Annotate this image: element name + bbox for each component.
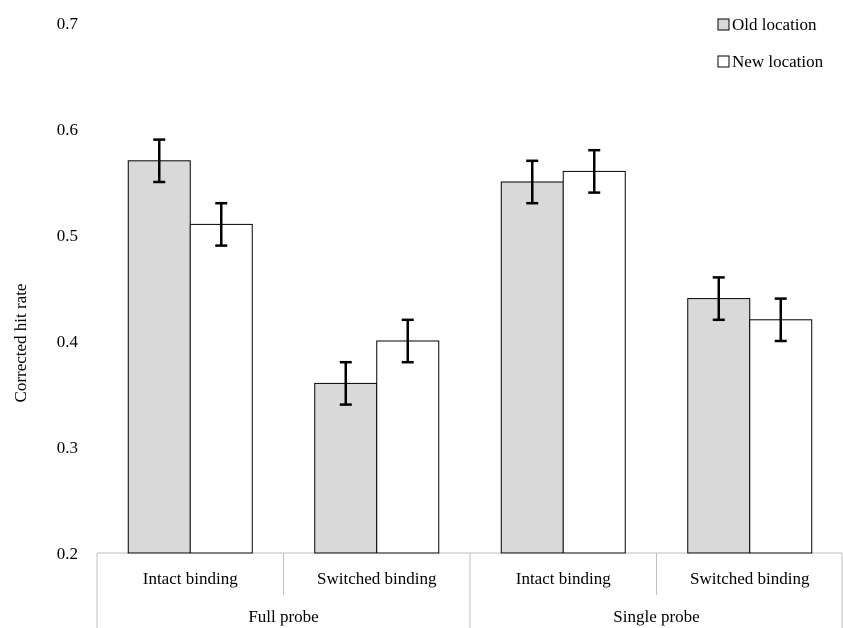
bars [127, 160, 813, 554]
bar-old-location [500, 181, 564, 554]
legend-swatch [717, 18, 730, 31]
error-bar [588, 148, 601, 194]
bar-old-location [687, 298, 751, 554]
x-axis [96, 552, 843, 628]
group-label: Single probe [613, 607, 699, 626]
category-label: Intact binding [143, 569, 238, 588]
y-tick-label: 0.2 [57, 544, 78, 563]
error-bar [215, 201, 228, 247]
legend: Old location New location [717, 15, 824, 71]
error-bar [712, 276, 725, 322]
category-label: Intact binding [516, 569, 611, 588]
category-label: Switched binding [690, 569, 810, 588]
error-bar [339, 360, 352, 406]
y-tick-label: 0.6 [57, 120, 78, 139]
legend-swatch [717, 55, 730, 68]
bar-new-location [189, 223, 253, 554]
error-bar [774, 297, 787, 343]
y-tick-label: 0.5 [57, 226, 78, 245]
category-labels: Intact binding Switched binding Intact bin… [143, 569, 810, 588]
bar-old-location [314, 382, 378, 554]
legend-label: New location [732, 52, 824, 71]
y-tick-label: 0.4 [57, 332, 79, 351]
error-bar [526, 159, 539, 205]
bar-old-location [127, 160, 191, 554]
y-tick-label: 0.7 [57, 14, 79, 33]
y-axis-ticks: 0.2 0.3 0.4 0.5 0.6 0.7 [57, 14, 79, 563]
category-label: Switched binding [317, 569, 437, 588]
error-bar [153, 138, 166, 184]
bar-new-location [749, 319, 813, 554]
y-tick-label: 0.3 [57, 438, 78, 457]
bar-new-location [562, 170, 626, 554]
bar-new-location [376, 340, 440, 554]
error-bar [401, 318, 414, 364]
group-label: Full probe [248, 607, 318, 626]
error-bars [153, 138, 787, 406]
y-axis-title: Corrected hit rate [11, 284, 30, 403]
group-labels: Full probe Single probe [248, 607, 699, 626]
legend-label: Old location [732, 15, 817, 34]
